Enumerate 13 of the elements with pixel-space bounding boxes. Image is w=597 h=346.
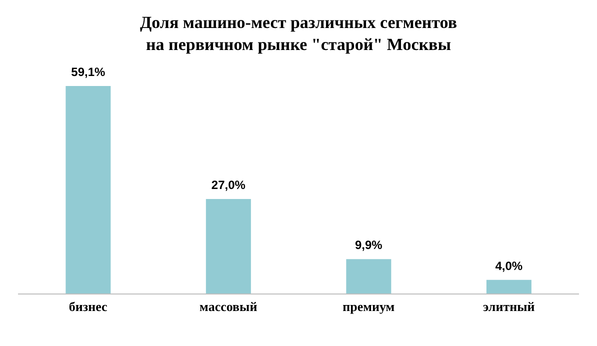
data-label: 59,1% (71, 65, 106, 79)
bar (206, 198, 251, 294)
chart-title: Доля машино-мест различных сегментов на первичном рынке "старой" Москвы (138, 12, 458, 56)
x-tick-label: премиум (342, 299, 395, 314)
x-tick-label: бизнес (68, 299, 108, 314)
data-label: 4,0% (495, 258, 523, 273)
x-tick-label: массовый (200, 299, 258, 314)
bar (346, 259, 392, 294)
data-label: 27,0% (211, 178, 246, 192)
bar (486, 280, 532, 294)
x-tick-label: элитный (483, 299, 536, 314)
data-label: 9,9% (355, 238, 383, 252)
bar (66, 86, 111, 294)
